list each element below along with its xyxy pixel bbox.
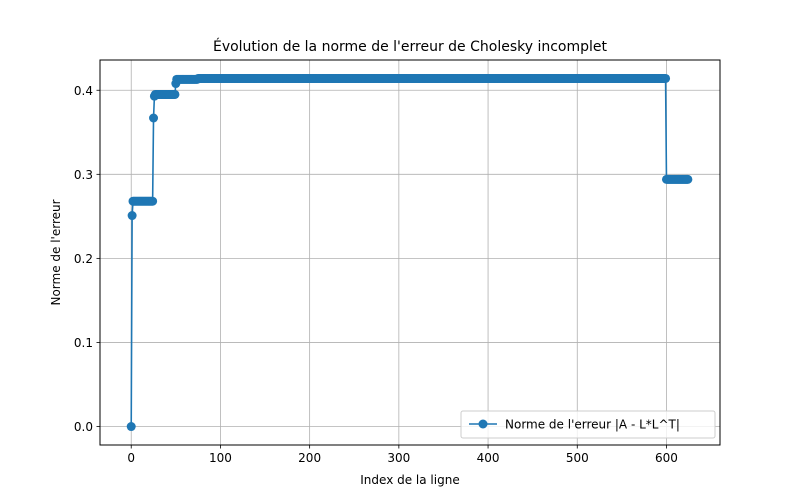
y-tick-label: 0.3 xyxy=(74,168,93,182)
y-tick-label: 0.0 xyxy=(74,420,93,434)
plot-frame xyxy=(99,59,721,446)
legend-box xyxy=(460,410,716,439)
data-point xyxy=(661,73,671,83)
x-tick-label: 200 xyxy=(298,451,321,465)
legend-label: Norme de l'erreur |A - L*L^T| xyxy=(505,418,680,432)
legend-marker xyxy=(478,419,488,429)
x-tick-label: 500 xyxy=(566,451,589,465)
grid-lines xyxy=(100,60,720,445)
y-tick-label: 0.4 xyxy=(74,84,93,98)
data-point xyxy=(126,422,136,432)
x-tick-label: 0 xyxy=(127,451,135,465)
data-point xyxy=(170,89,180,99)
x-tick-label: 300 xyxy=(387,451,410,465)
tick-layer: 0 100 200 300 400 500 600 0.0 0.1 0.2 0.3 0.4 xyxy=(74,84,678,465)
legend: Norme de l'erreur |A - L*L^T| xyxy=(460,410,716,439)
data-point xyxy=(148,196,158,206)
series-line xyxy=(130,77,688,427)
series-markers xyxy=(126,73,693,432)
x-tick-label: 100 xyxy=(209,451,232,465)
x-tick-label: 400 xyxy=(477,451,500,465)
series-layer xyxy=(126,73,693,432)
x-axis-label: Index de la ligne xyxy=(360,473,459,487)
data-point xyxy=(149,113,159,123)
data-point xyxy=(127,211,137,221)
x-tick-label: 600 xyxy=(655,451,678,465)
y-tick-label: 0.2 xyxy=(74,252,93,266)
data-point xyxy=(683,174,693,184)
chart-title: Évolution de la norme de l'erreur de Cho… xyxy=(213,38,608,55)
y-axis-label: Norme de l'erreur xyxy=(49,199,63,305)
y-tick-label: 0.1 xyxy=(74,336,93,350)
